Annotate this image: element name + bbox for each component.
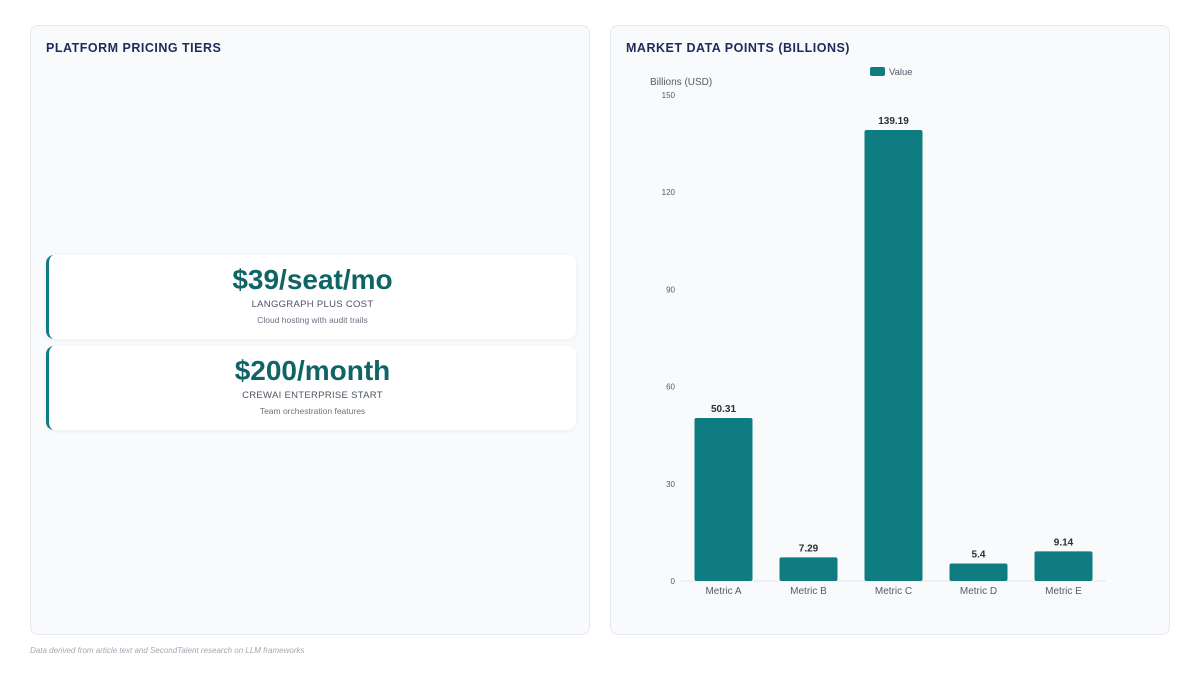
- bar: [949, 563, 1008, 581]
- pricing-card-langgraph: $39/seat/mo LANGGRAPH PLUS COST Cloud ho…: [46, 255, 576, 339]
- bar-data-label: 7.29: [799, 543, 819, 554]
- x-tick-label: Metric B: [790, 586, 827, 597]
- bar: [864, 130, 923, 581]
- x-tick-label: Metric D: [960, 586, 997, 597]
- y-tick-label: 60: [666, 383, 675, 392]
- bar-chart: Value Billions (USD) 0 30 60 90 120 150 50.31 Met…: [650, 67, 1106, 597]
- chart-panel-title: MARKET DATA POINTS (BILLIONS): [626, 41, 850, 55]
- y-tick-label: 0: [671, 577, 676, 586]
- bar: [779, 557, 838, 581]
- y-tick-label: 120: [662, 188, 676, 197]
- x-tick-label: Metric E: [1045, 586, 1082, 597]
- bar: [694, 417, 753, 581]
- legend-label: Value: [889, 67, 913, 78]
- x-tick-label: Metric C: [875, 586, 912, 597]
- legend-swatch: [870, 67, 885, 76]
- footnote: Data derived from article text and Secon…: [30, 646, 305, 655]
- bar-data-label: 50.31: [711, 404, 736, 415]
- y-tick-label: 90: [666, 285, 675, 294]
- pricing-card-value: $39/seat/mo: [232, 264, 393, 295]
- pricing-panel-title: PLATFORM PRICING TIERS: [46, 41, 222, 55]
- y-tick-label: 150: [662, 91, 676, 100]
- pricing-panel: PLATFORM PRICING TIERS $39/seat/mo LANGG…: [30, 25, 590, 635]
- pricing-card-label: CREWAI ENTERPRISE START: [242, 390, 383, 401]
- bar-data-label: 9.14: [1054, 537, 1074, 548]
- bar-data-label: 5.4: [972, 550, 986, 561]
- pricing-card-value: $200/month: [234, 355, 391, 386]
- pricing-card-description: Cloud hosting with audit trails: [257, 315, 368, 325]
- bar-data-label: 139.19: [878, 116, 909, 127]
- x-tick-label: Metric A: [705, 586, 741, 597]
- market-chart-panel: MARKET DATA POINTS (BILLIONS) Value Billi…: [610, 25, 1170, 635]
- bar: [1034, 551, 1093, 581]
- pricing-card-crewai: $200/month CREWAI ENTERPRISE START Team …: [46, 346, 576, 430]
- y-tick-label: 30: [666, 480, 675, 489]
- pricing-card-description: Team orchestration features: [259, 406, 366, 416]
- pricing-card-label: LANGGRAPH PLUS COST: [251, 299, 374, 310]
- y-axis-label: Billions (USD): [650, 77, 712, 88]
